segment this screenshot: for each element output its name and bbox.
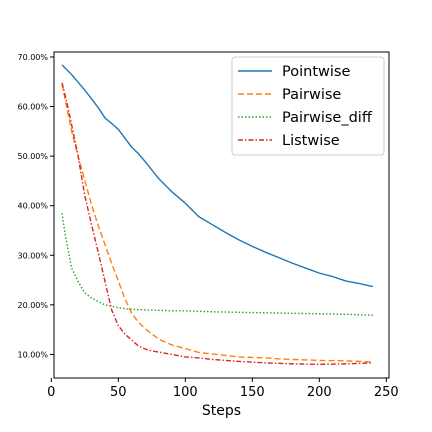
plot-frame xyxy=(53,51,390,379)
x-tick-label: 250 xyxy=(374,385,399,400)
y-tick-label: 70.00% xyxy=(17,53,48,62)
legend-label: Pairwise_diff xyxy=(282,110,373,126)
series-line-2 xyxy=(61,84,373,363)
x-tick-label: 0 xyxy=(47,385,55,400)
y-tick-label: 30.00% xyxy=(17,251,48,260)
y-tick-label: 20.00% xyxy=(17,301,48,310)
x-axis: 0 50 100 150 200 250 xyxy=(47,378,399,400)
legend-label: Pairwise xyxy=(282,87,341,103)
y-tick-label: 40.00% xyxy=(17,202,48,211)
legend-label: Listwise xyxy=(282,133,340,149)
legend-label: Pointwise xyxy=(282,64,350,80)
series-line-1 xyxy=(61,64,374,288)
y-axis: 10.00% 20.00% 30.00% 40.00% 50.00% 60.00% 70.0… xyxy=(17,53,54,359)
x-tick-label: 100 xyxy=(173,385,198,400)
y-tick-label: 60.00% xyxy=(17,103,48,112)
legend-box xyxy=(231,56,385,156)
x-axis-label: Steps xyxy=(202,403,241,419)
x-tick-label: 50 xyxy=(110,385,127,400)
x-tick-label: 200 xyxy=(307,385,332,400)
y-tick-label: 10.00% xyxy=(17,350,48,359)
series-line-3 xyxy=(61,213,373,316)
series-line-4 xyxy=(61,82,373,366)
legend: Pointwise Pairwise Pairwise_diff Listwise xyxy=(231,56,385,156)
series-layer xyxy=(61,64,374,366)
x-tick-label: 150 xyxy=(240,385,265,400)
y-tick-label: 50.00% xyxy=(17,152,48,161)
